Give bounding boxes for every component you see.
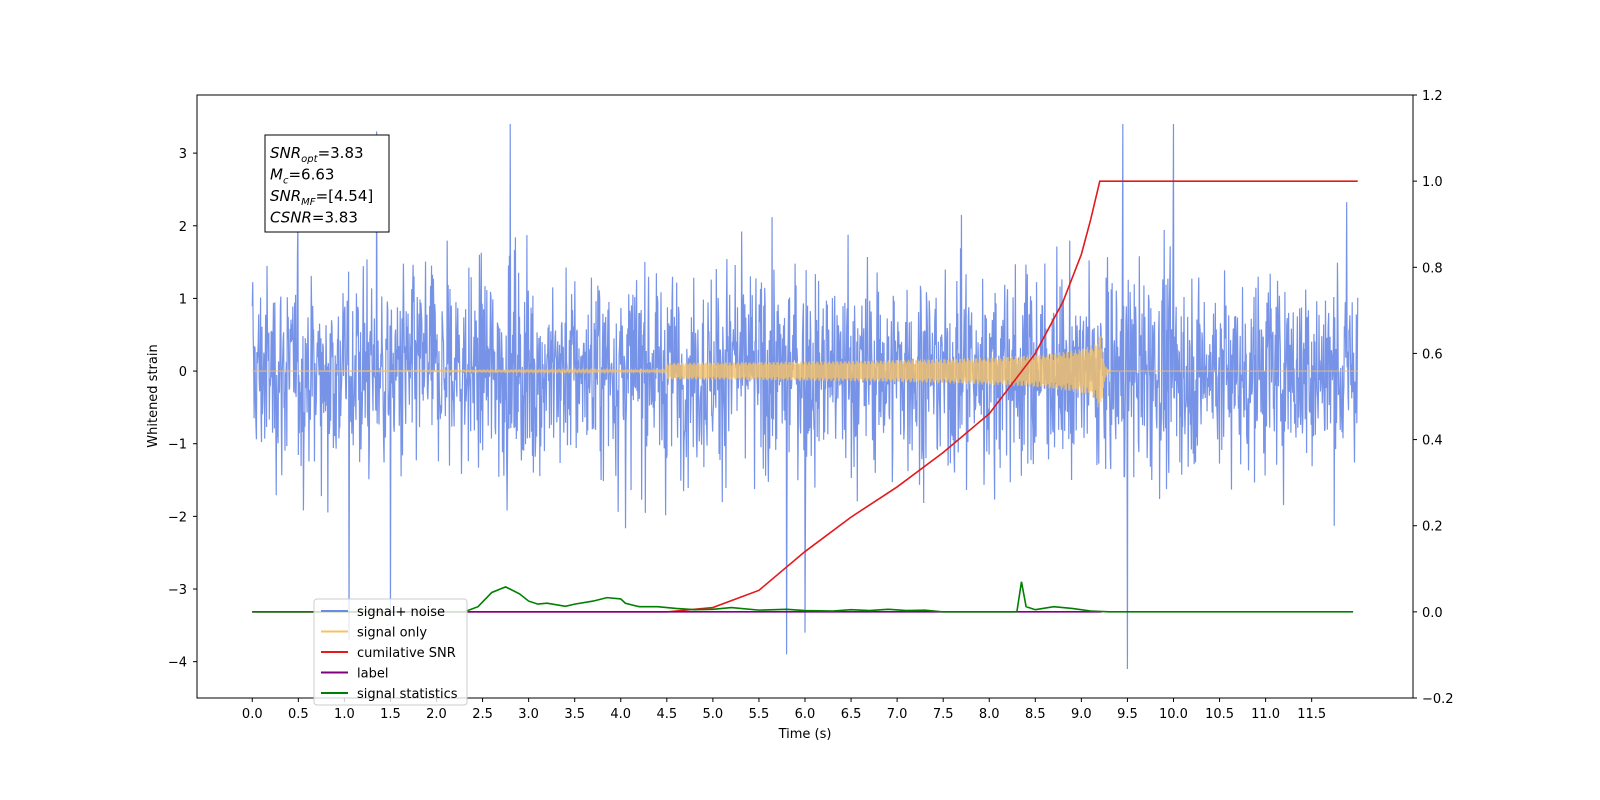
legend-frame xyxy=(313,598,468,706)
y2-axis-ticks: 1.2 1.0 0.8 0.6 0.4 0.2 0.0 −0.2 xyxy=(1413,89,1454,707)
y2-tick-label: 0.2 xyxy=(1422,520,1443,535)
y2-tick-label: 1.2 xyxy=(1422,89,1443,104)
legend-label: signal statistics xyxy=(357,687,458,702)
snr-info-line: CSNR=3.83 xyxy=(270,209,358,227)
x-tick-label: 7.0 xyxy=(887,707,908,722)
x-tick-label: 9.5 xyxy=(1117,707,1138,722)
legend-label: cumilative SNR xyxy=(357,646,456,661)
x-tick-label: 1.5 xyxy=(380,707,401,722)
snr-info-line: Mc=6.63 xyxy=(270,166,334,187)
legend-label: signal+ noise xyxy=(357,605,445,620)
x-tick-label: 0.0 xyxy=(242,707,263,722)
x-tick-label: 4.0 xyxy=(610,707,631,722)
series-signal-only xyxy=(252,336,1358,408)
y2-tick-label: 0.4 xyxy=(1422,434,1443,449)
y2-tick-label: −0.2 xyxy=(1422,692,1454,707)
y-tick-label: 2 xyxy=(179,220,187,235)
y-axis-ticks: 3 2 1 0 −1 −2 −3 −4 xyxy=(168,147,197,671)
y2-tick-label: 0.6 xyxy=(1422,347,1443,362)
y-tick-label: −2 xyxy=(168,510,187,525)
legend: signal+ noise signal only cumilative SNR la… xyxy=(313,598,468,706)
y2-tick-label: 1.0 xyxy=(1422,175,1443,190)
y-axis-label: Whitened strain xyxy=(146,344,161,447)
series-signal-statistics xyxy=(252,581,1354,613)
legend-entry: cumilative SNR xyxy=(321,646,456,661)
y2-tick-label: 0.8 xyxy=(1422,261,1443,276)
x-axis-label: Time (s) xyxy=(778,727,832,742)
legend-label: label xyxy=(357,667,388,682)
x-tick-label: 5.0 xyxy=(703,707,724,722)
x-tick-label: 10.5 xyxy=(1205,707,1234,722)
x-tick-label: 0.5 xyxy=(288,707,309,722)
y-tick-label: −3 xyxy=(168,583,187,598)
x-tick-label: 9.0 xyxy=(1071,707,1092,722)
legend-entry: signal only xyxy=(321,626,427,641)
legend-entry: label xyxy=(321,667,388,682)
y2-tick-label: 0.0 xyxy=(1422,606,1443,621)
y-tick-label: 3 xyxy=(179,147,187,162)
snr-info-line: SNRMF=[4.54] xyxy=(270,187,373,208)
x-tick-label: 1.0 xyxy=(334,707,355,722)
legend-entry: signal statistics xyxy=(321,687,458,702)
series-signal-noise xyxy=(251,124,1359,669)
x-tick-label: 4.5 xyxy=(656,707,677,722)
snr-info-line: SNRopt=3.83 xyxy=(270,144,364,165)
x-tick-label: 11.0 xyxy=(1251,707,1280,722)
x-tick-label: 8.0 xyxy=(979,707,1000,722)
x-tick-label: 6.0 xyxy=(795,707,816,722)
x-tick-label: 3.5 xyxy=(564,707,585,722)
x-axis-ticks: 0.0 0.5 1.0 1.5 2.0 2.5 3.0 3.5 4.0 4.5 5.0 5.5 6.0 6… xyxy=(242,698,1326,722)
series-cumilative-snr xyxy=(252,180,1358,613)
x-tick-label: 2.0 xyxy=(426,707,447,722)
legend-entries: signal+ noise signal only cumilative SNR la… xyxy=(321,605,458,702)
y-tick-label: −1 xyxy=(168,438,187,453)
snr-info-box-frame xyxy=(264,134,390,233)
y-tick-label: −4 xyxy=(168,656,187,671)
x-tick-label: 7.5 xyxy=(933,707,954,722)
x-tick-label: 10.0 xyxy=(1159,707,1188,722)
legend-label: signal only xyxy=(357,626,427,641)
x-tick-label: 3.0 xyxy=(518,707,539,722)
x-tick-label: 6.5 xyxy=(841,707,862,722)
y-tick-label: 0 xyxy=(179,365,187,380)
x-tick-label: 8.5 xyxy=(1025,707,1046,722)
y-tick-label: 1 xyxy=(179,292,187,307)
x-tick-label: 2.5 xyxy=(472,707,493,722)
x-tick-label: 5.5 xyxy=(749,707,770,722)
x-tick-label: 11.5 xyxy=(1297,707,1326,722)
legend-entry: signal+ noise xyxy=(321,605,445,620)
